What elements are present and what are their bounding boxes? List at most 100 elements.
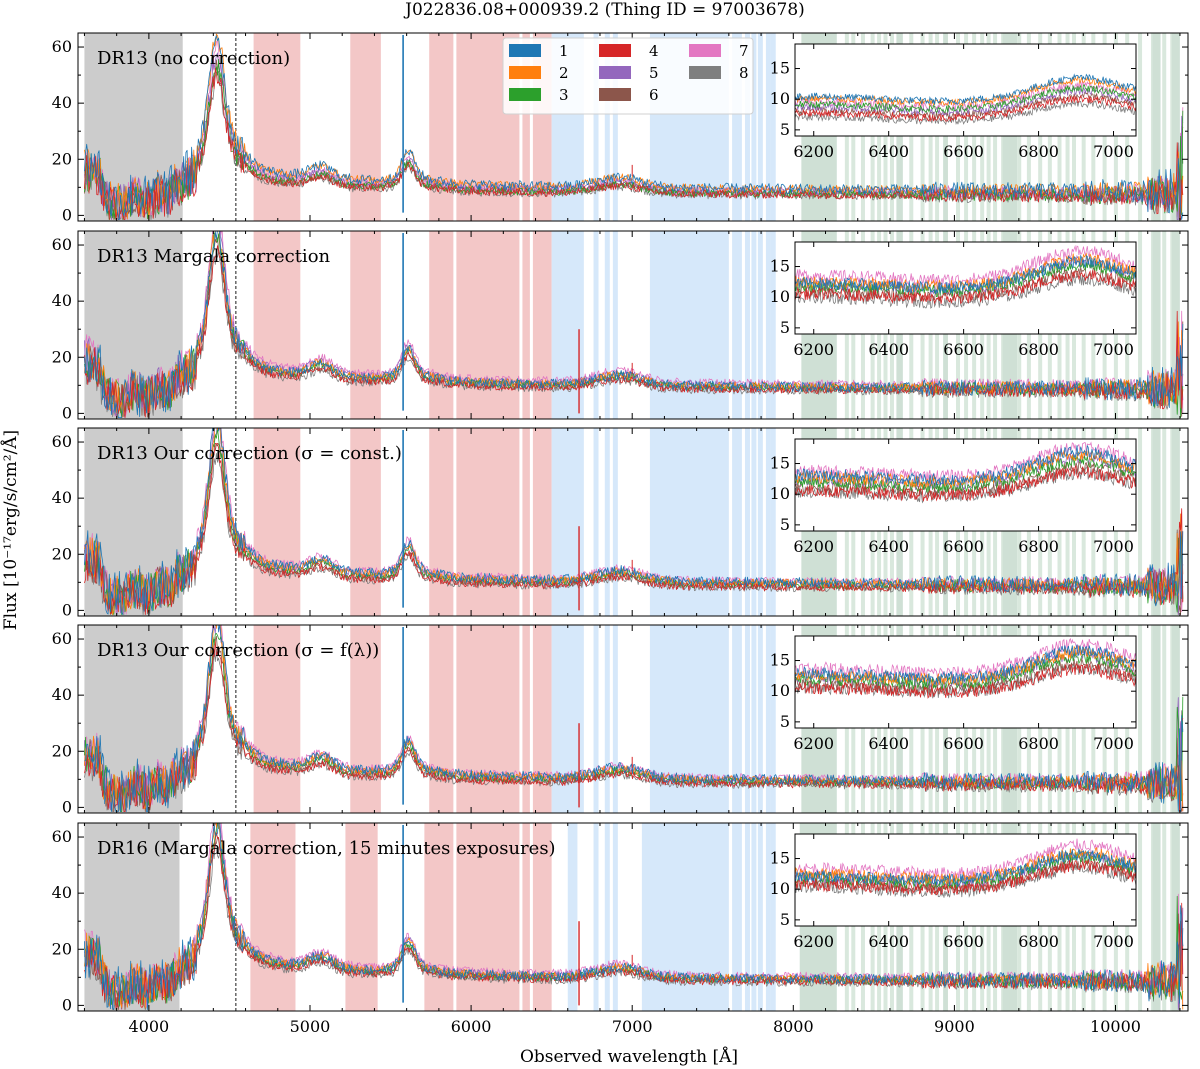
masked-stripe-blue [732, 823, 738, 1011]
series-1-line [84, 231, 1184, 418]
series-4-line [84, 68, 1184, 220]
panel-title: DR16 (Margala correction, 15 minutes exp… [97, 838, 556, 859]
inset-frame [794, 241, 1137, 335]
inset-x-tick-label: 7000 [1093, 734, 1134, 753]
legend-label-2: 2 [559, 64, 569, 82]
inset-series-6-line [795, 92, 1136, 120]
masked-stripe-blue [604, 823, 610, 1011]
masked-stripe-blue [751, 33, 757, 221]
panel-frame [77, 822, 1189, 1012]
masked-stripe-green [1162, 33, 1167, 221]
inset-x-tick-label: 6800 [1018, 142, 1059, 161]
legend-swatch-8 [689, 66, 721, 79]
legend-swatch-1 [509, 44, 541, 57]
legend: 1 2 3 4 5 6 7 8 [502, 37, 754, 115]
legend-swatch-7 [689, 44, 721, 57]
masked-stripe-green [1152, 33, 1161, 221]
inset-x-tick-label: 6400 [868, 932, 909, 951]
y-tick-label: 60 [52, 827, 72, 846]
inset-y-tick-label: 10 [770, 681, 790, 700]
inset-plot-area [795, 244, 1136, 309]
masked-stripe-blue [736, 33, 742, 221]
inset-x-tick-label: 6200 [793, 340, 834, 359]
inset-series-4-line [795, 465, 1136, 502]
panel-4: 0 20 40 60 DR13 Our correction (σ = f(λ)) 5 10… [52, 624, 1189, 816]
inset-series-1-line [795, 444, 1136, 486]
masked-stripe-green [1171, 823, 1180, 1011]
gap-line [519, 428, 523, 616]
inset-frame [794, 635, 1137, 729]
masked-stripe-blue [770, 231, 776, 419]
y-tick-label: 40 [52, 883, 72, 902]
inset-y-tick-label: 15 [770, 651, 790, 670]
x-tick-label: 5000 [290, 1017, 331, 1036]
masked-stripe-blue [770, 33, 776, 221]
inset-x-tick-label: 6200 [793, 932, 834, 951]
gap-line [529, 428, 533, 616]
legend-label-6: 6 [649, 86, 659, 104]
masked-stripe-green [1162, 231, 1167, 419]
masked-region-red [253, 33, 301, 221]
inset-x-tick-label: 7000 [1093, 537, 1134, 556]
series-4-line [84, 245, 1184, 418]
y-tick-label: 0 [62, 403, 72, 422]
masked-region-red [350, 231, 381, 419]
masked-stripe-blue [612, 33, 618, 221]
masked-stripe-blue [744, 625, 750, 813]
inset-x-tick-label: 6200 [793, 142, 834, 161]
series-1-line [84, 35, 1184, 220]
y-tick-label: 20 [52, 347, 72, 366]
inset-y-tick-label: 15 [770, 257, 790, 276]
y-tick-label: 20 [52, 741, 72, 760]
inset-x-tick-label: 6400 [868, 734, 909, 753]
masked-stripe-blue [736, 231, 742, 419]
y-tick-label: 20 [52, 939, 72, 958]
gap-line [519, 625, 523, 813]
masked-region-red [345, 823, 378, 1011]
masked-region-blue [641, 823, 729, 1011]
inset-plot-area [795, 441, 1136, 504]
masked-stripe-blue [593, 428, 599, 616]
y-tick-label: 0 [62, 600, 72, 619]
masked-stripe-green [1171, 428, 1180, 616]
masked-stripe-blue [757, 428, 763, 616]
inset-y-tick-label: 10 [770, 287, 790, 306]
inset-x-tick-label: 6600 [943, 734, 984, 753]
gap-line [529, 33, 533, 221]
y-tick-label: 0 [62, 995, 72, 1014]
y-tick-label: 20 [52, 544, 72, 563]
panel-title: DR13 (no correction) [97, 48, 290, 69]
panel-5: 0 20 40 60 4000 5000 6000 7000 8000 9000 10000 DR16… [52, 822, 1189, 1036]
masked-stripe-green [1162, 823, 1167, 1011]
inset-x-tick-label: 6400 [868, 142, 909, 161]
inset-x-tick-label: 6800 [1018, 932, 1059, 951]
gap-line [519, 33, 523, 221]
inset-x-tick-label: 6400 [868, 340, 909, 359]
masked-region-red [429, 428, 552, 616]
inset-x-tick-label: 7000 [1093, 340, 1134, 359]
masked-stripe-green [1171, 231, 1180, 419]
inset-series-2-line [795, 645, 1136, 687]
inset-series-4-line [795, 269, 1136, 305]
inset-series-7-line [795, 79, 1136, 111]
masked-stripe-blue [751, 231, 757, 419]
masked-stripe-blue [604, 33, 610, 221]
masked-region-red [253, 231, 301, 419]
inset-x-tick-label: 6400 [868, 537, 909, 556]
masked-stripe-blue [757, 823, 763, 1011]
masked-stripe-blue [736, 428, 742, 616]
inset-y-tick-label: 5 [780, 712, 790, 731]
legend-label-4: 4 [649, 42, 659, 60]
gap-line [529, 625, 533, 813]
masked-stripe-blue [612, 231, 618, 419]
masked-stripe-blue [732, 625, 738, 813]
masked-region-red [350, 428, 381, 616]
inset-series-4-line [795, 663, 1136, 699]
masked-region-red [350, 625, 381, 813]
y-tick-label: 60 [52, 235, 72, 254]
masked-stripe-green [1152, 231, 1161, 419]
gap-line [453, 428, 457, 616]
inset-series-7-line [795, 244, 1136, 286]
